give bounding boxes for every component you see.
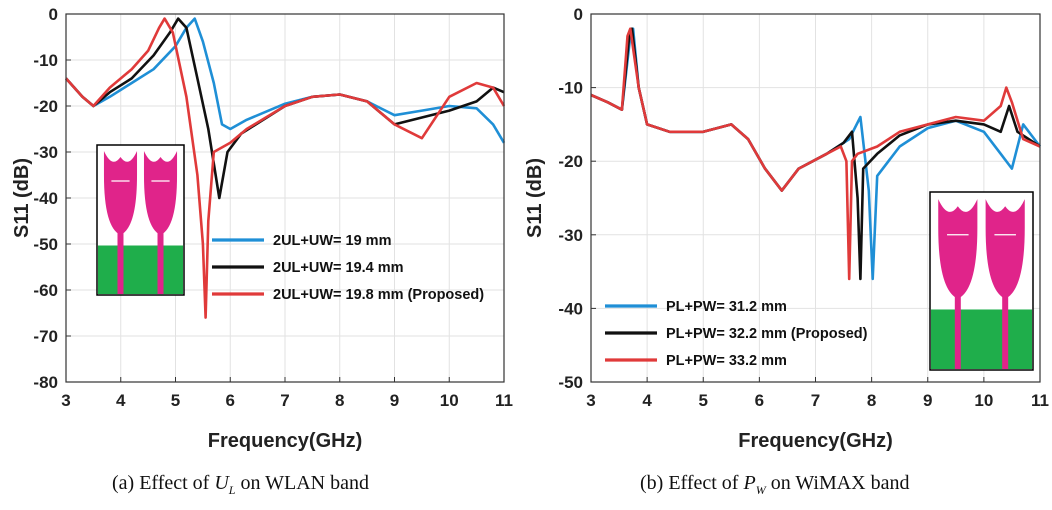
x-axis-label: Frequency(GHz) [738,430,892,452]
x-tick-label: 9 [390,391,399,410]
x-tick-label: 4 [642,391,652,410]
radiating-patch-1 [103,151,138,235]
series-line-1 [65,17,506,144]
x-tick-label: 6 [755,391,764,410]
ground-plane [98,245,183,294]
feed-line-1 [954,296,961,369]
radiating-patch-2 [985,199,1025,299]
y-tick-label: -30 [33,143,58,162]
y-tick-label: -10 [33,51,58,70]
y-tick-label: -80 [33,373,58,392]
radiating-patch-2 [143,151,178,235]
caption-b: (b) Effect of PW on WiMAX band [640,472,910,497]
y-tick-label: -50 [33,235,58,254]
x-tick-label: 11 [495,391,513,410]
y-tick-label: -60 [33,281,58,300]
y-axis-label: S11 (dB) [524,158,546,238]
antenna-inset-2 [929,191,1034,371]
x-tick-label: 3 [61,391,70,410]
series-line-2 [65,17,505,200]
y-tick-label: 0 [574,5,583,24]
x-tick-label: 5 [699,391,708,410]
legend-label: PL+PW= 33.2 mm [666,353,787,369]
ground-plane [931,309,1032,369]
x-tick-label: 9 [923,391,932,410]
legend-label: PL+PW= 32.2 mm (Proposed) [666,326,868,342]
x-tick-label: 10 [440,391,459,410]
feed-line-2 [1002,296,1009,369]
caption-a: (a) Effect of UL on WLAN band [112,472,369,497]
x-tick-label: 4 [116,391,126,410]
y-axis-label: S11 (dB) [11,158,33,238]
legend: 2UL+UW= 19 mm 2UL+UW= 19.4 mm 2UL+UW= 19.8… [212,233,484,303]
series-line-3 [65,17,506,319]
chart-panel-2: 3 4 5 6 7 8 9 10 11 0 -10 -20 -30 -40 -50 Frequency(GHz… [524,5,1049,452]
x-tick-label: 11 [1031,391,1049,410]
x-tick-label: 7 [811,391,820,410]
x-tick-label: 7 [280,391,289,410]
feed-line-1 [117,233,124,294]
x-tick-label: 8 [335,391,344,410]
x-tick-label: 10 [974,391,993,410]
y-tick-label: -20 [558,152,583,171]
x-tick-label: 3 [586,391,595,410]
chart-panel-1: 3 4 5 6 7 8 9 10 11 0 -10 -20 -30 -40 -50 -60 -70 -80 Freq… [11,5,513,452]
legend-label: 2UL+UW= 19.4 mm [273,260,404,276]
legend-label: PL+PW= 31.2 mm [666,299,787,315]
legend-label: 2UL+UW= 19.8 mm (Proposed) [273,287,484,303]
y-tick-label: -50 [558,373,583,392]
y-tick-label: -30 [558,226,583,245]
x-tick-label: 5 [171,391,180,410]
x-axis-label: Frequency(GHz) [208,430,362,452]
figure-canvas: 3 4 5 6 7 8 9 10 11 0 -10 -20 -30 -40 -50 -60 -70 -80 Freq… [11,5,1049,452]
legend: PL+PW= 31.2 mm PL+PW= 32.2 mm (Proposed) P… [605,299,868,369]
y-tick-label: -70 [33,327,58,346]
feed-line-2 [157,233,164,294]
legend-label: 2UL+UW= 19 mm [273,233,391,249]
radiating-patch-1 [938,199,978,299]
y-tick-label: -40 [33,189,58,208]
y-tick-label: -20 [33,97,58,116]
series-line-3 [590,27,1041,281]
y-tick-label: -40 [558,299,583,318]
x-tick-label: 8 [867,391,876,410]
y-tick-label: 0 [49,5,58,24]
antenna-inset-1 [96,144,185,296]
x-tick-label: 6 [226,391,235,410]
y-tick-label: -10 [558,79,583,98]
